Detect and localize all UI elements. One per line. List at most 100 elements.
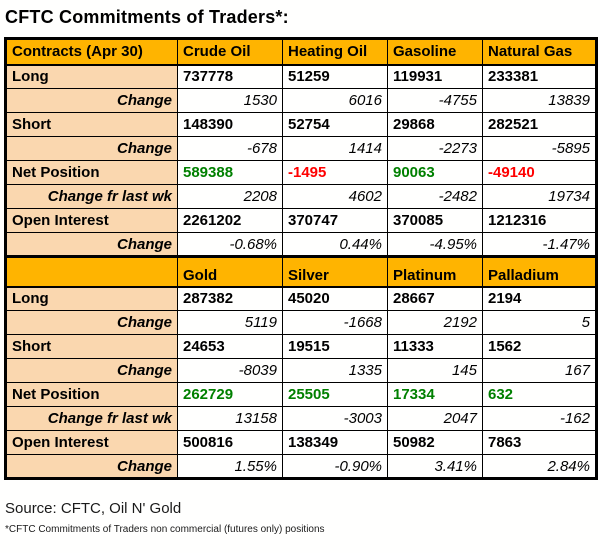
footnote-line: *CFTC Commitments of Traders non commerc… xyxy=(5,524,325,535)
value-cell: -0.90% xyxy=(282,454,388,479)
row-label: Short xyxy=(5,334,178,359)
row-label: Net Position xyxy=(5,382,178,407)
page-title: CFTC Commitments of Traders*: xyxy=(5,7,289,27)
value-cell: -162 xyxy=(482,406,597,431)
value-cell: -2273 xyxy=(387,136,483,161)
value-cell: -4755 xyxy=(387,88,483,113)
column-header-gold: Gold xyxy=(177,255,283,288)
value-cell: 167 xyxy=(482,358,597,383)
table-header-energy: Contracts (Apr 30) Crude Oil Heating Oil… xyxy=(5,38,597,66)
value-cell: 500816 xyxy=(177,430,283,455)
table-header-metals: Gold Silver Platinum Palladium xyxy=(5,255,597,288)
table-row-change-fr-last-wk: Change fr last wk 2208 4602 -2482 19734 xyxy=(5,184,597,209)
value-cell: 7863 xyxy=(482,430,597,455)
value-cell: 17334 xyxy=(387,382,483,407)
column-header-crude-oil: Crude Oil xyxy=(177,38,283,66)
value-cell: 119931 xyxy=(387,64,483,89)
value-cell: 1212316 xyxy=(482,208,597,233)
value-cell: -2482 xyxy=(387,184,483,209)
value-cell: 50982 xyxy=(387,430,483,455)
value-cell: -1668 xyxy=(282,310,388,335)
value-cell: 28667 xyxy=(387,286,483,311)
value-cell: -0.68% xyxy=(177,232,283,257)
column-header-natural-gas: Natural Gas xyxy=(482,38,597,66)
value-cell: -49140 xyxy=(482,160,597,185)
row-label: Change xyxy=(5,136,178,161)
table-row-long: Long 287382 45020 28667 2194 xyxy=(5,286,597,311)
footer: Source: CFTC, Oil N' Gold *CFTC Commitme… xyxy=(5,500,600,535)
value-cell: 5119 xyxy=(177,310,283,335)
value-cell: 0.44% xyxy=(282,232,388,257)
value-cell: 2194 xyxy=(482,286,597,311)
value-cell: 11333 xyxy=(387,334,483,359)
row-label: Change xyxy=(5,310,178,335)
value-cell: 45020 xyxy=(282,286,388,311)
row-label: Change fr last wk xyxy=(5,406,178,431)
cot-table: Contracts (Apr 30) Crude Oil Heating Oil… xyxy=(4,37,598,480)
value-cell: 632 xyxy=(482,382,597,407)
table-row-net-position: Net Position 262729 25505 17334 632 xyxy=(5,382,597,407)
row-label: Long xyxy=(5,64,178,89)
table-row-net-position: Net Position 589388 -1495 90063 -49140 xyxy=(5,160,597,185)
value-cell: 1562 xyxy=(482,334,597,359)
value-cell: 138349 xyxy=(282,430,388,455)
value-cell: 13839 xyxy=(482,88,597,113)
table-row-open-interest: Open Interest 2261202 370747 370085 1212… xyxy=(5,208,597,233)
table-row-change-fr-last-wk: Change fr last wk 13158 -3003 2047 -162 xyxy=(5,406,597,431)
value-cell: 287382 xyxy=(177,286,283,311)
value-cell: 589388 xyxy=(177,160,283,185)
value-cell: 2047 xyxy=(387,406,483,431)
value-cell: 3.41% xyxy=(387,454,483,479)
row-label: Short xyxy=(5,112,178,137)
value-cell: 51259 xyxy=(282,64,388,89)
value-cell: 90063 xyxy=(387,160,483,185)
value-cell: 19515 xyxy=(282,334,388,359)
value-cell: 262729 xyxy=(177,382,283,407)
table-row-long-change: Change 5119 -1668 2192 5 xyxy=(5,310,597,335)
value-cell: 737778 xyxy=(177,64,283,89)
value-cell: 1335 xyxy=(282,358,388,383)
source-line: Source: CFTC, Oil N' Gold xyxy=(5,500,182,517)
row-label: Change xyxy=(5,454,178,479)
value-cell: -1495 xyxy=(282,160,388,185)
row-label: Net Position xyxy=(5,160,178,185)
table-row-open-interest: Open Interest 500816 138349 50982 7863 xyxy=(5,430,597,455)
value-cell: -3003 xyxy=(282,406,388,431)
table-row-short: Short 24653 19515 11333 1562 xyxy=(5,334,597,359)
row-label: Change xyxy=(5,358,178,383)
column-header-palladium: Palladium xyxy=(482,255,597,288)
value-cell: 4602 xyxy=(282,184,388,209)
value-cell: 2208 xyxy=(177,184,283,209)
value-cell: -5895 xyxy=(482,136,597,161)
value-cell: 233381 xyxy=(482,64,597,89)
value-cell: 370747 xyxy=(282,208,388,233)
row-label: Change xyxy=(5,88,178,113)
table-row-short-change: Change -678 1414 -2273 -5895 xyxy=(5,136,597,161)
row-label: Open Interest xyxy=(5,208,178,233)
value-cell: 2.84% xyxy=(482,454,597,479)
value-cell: 1530 xyxy=(177,88,283,113)
value-cell: 1.55% xyxy=(177,454,283,479)
column-header-blank xyxy=(5,255,178,288)
value-cell: 2192 xyxy=(387,310,483,335)
value-cell: 370085 xyxy=(387,208,483,233)
value-cell: -678 xyxy=(177,136,283,161)
value-cell: 6016 xyxy=(282,88,388,113)
row-label: Change xyxy=(5,232,178,257)
value-cell: 282521 xyxy=(482,112,597,137)
column-header-heating-oil: Heating Oil xyxy=(282,38,388,66)
row-label: Long xyxy=(5,286,178,311)
table-row-long: Long 737778 51259 119931 233381 xyxy=(5,64,597,89)
row-label: Change fr last wk xyxy=(5,184,178,209)
column-header-gasoline: Gasoline xyxy=(387,38,483,66)
value-cell: 19734 xyxy=(482,184,597,209)
value-cell: 24653 xyxy=(177,334,283,359)
value-cell: 13158 xyxy=(177,406,283,431)
column-header-silver: Silver xyxy=(282,255,388,288)
value-cell: 2261202 xyxy=(177,208,283,233)
table-row-short-change: Change -8039 1335 145 167 xyxy=(5,358,597,383)
value-cell: 25505 xyxy=(282,382,388,407)
row-label: Open Interest xyxy=(5,430,178,455)
value-cell: -1.47% xyxy=(482,232,597,257)
value-cell: 1414 xyxy=(282,136,388,161)
